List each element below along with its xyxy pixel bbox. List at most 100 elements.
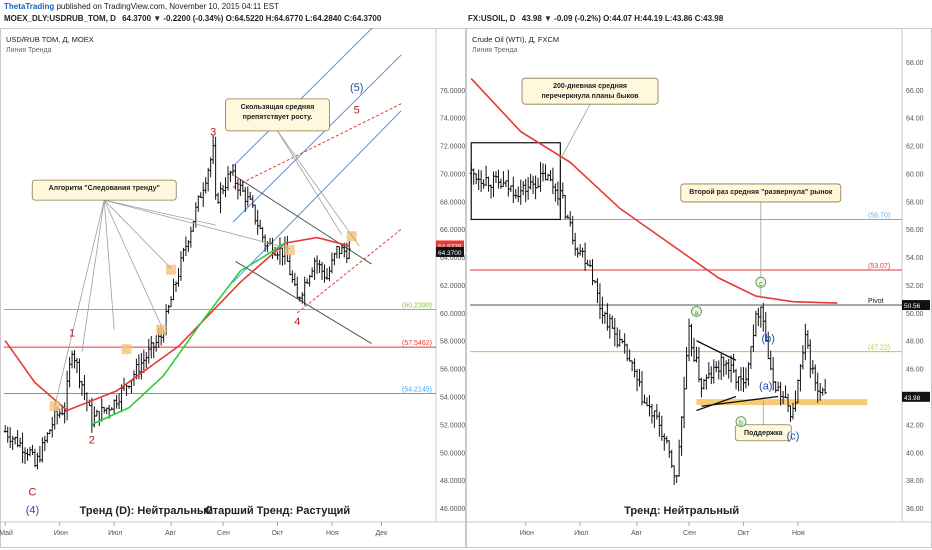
- wave-label: 3: [210, 127, 216, 139]
- y-tick-label: 52.00: [906, 283, 924, 290]
- x-tick-label: Дек: [375, 530, 388, 537]
- x-tick-label: Июн: [54, 530, 68, 537]
- price-tag-label: 43.98: [904, 395, 921, 402]
- callout-pointer: [103, 199, 162, 326]
- channel-line: [232, 103, 402, 188]
- chart-title: USD/RUB TOM, Д, MOEX: [6, 35, 94, 44]
- level-label: Pivot: [868, 298, 884, 305]
- signal-highlight: [121, 344, 132, 355]
- signal-highlight: [156, 324, 167, 335]
- x-tick-label: Ноя: [792, 530, 805, 537]
- level-label: (47.22): [868, 345, 890, 352]
- y-tick-label: 76.0000: [440, 88, 465, 95]
- y-tick-label: 74.0000: [440, 116, 465, 123]
- wave-label: 4: [294, 316, 300, 328]
- callout-pointer: [559, 103, 591, 160]
- usdrub-chart[interactable]: 46.0000 48.0000 50.0000 52.0000 54.0000 56.00…: [0, 28, 466, 548]
- chart-subtitle: Линия Тренда: [472, 47, 518, 54]
- x-tick-label: Окт: [737, 530, 750, 537]
- y-tick-label: 48.00: [906, 339, 924, 346]
- price-tag-label: 50.56: [904, 303, 921, 310]
- y-tick-label: 68.00: [906, 60, 924, 67]
- callout-text: Алгоритм "Следования тренду": [49, 185, 160, 192]
- level-label: (56.70): [868, 212, 890, 219]
- chart-frame: [466, 28, 932, 548]
- x-tick-label: Ноя: [326, 530, 339, 537]
- callout-box: [31, 179, 177, 201]
- y-tick-label: 58.0000: [440, 339, 465, 346]
- channel-line: [296, 228, 402, 314]
- level-label: (60.2390): [402, 303, 432, 310]
- wave-circle: [755, 276, 767, 288]
- y-tick-label: 58.00: [906, 199, 924, 206]
- triangle-line: [696, 395, 737, 412]
- callout-box: [521, 77, 659, 105]
- x-tick-label: Авг: [165, 530, 176, 537]
- wave-label: 1: [69, 327, 75, 339]
- callout-text: 200-дневная средняя: [553, 83, 627, 90]
- moving-average-short: [91, 242, 286, 426]
- wave-label: c: [759, 281, 763, 288]
- y-tick-label: 42.00: [906, 422, 924, 429]
- chart-subtitle: Линия Тренда: [6, 47, 52, 54]
- moving-average-200: [470, 78, 838, 304]
- callout-box: [734, 424, 792, 442]
- price-tag-label: 64.3700: [438, 250, 462, 257]
- left-symbol-line: MOEX_DLY:USDRUB_TOM, D 64.3700 ▼ -0.2200…: [4, 14, 381, 23]
- y-tick-label: 38.00: [906, 478, 924, 485]
- callout-pointer: [277, 130, 360, 247]
- callout-pointer: [103, 199, 172, 269]
- y-tick-label: 70.0000: [440, 171, 465, 178]
- x-tick-label: Сен: [683, 530, 696, 537]
- price-tag: [436, 246, 464, 257]
- y-tick-label: 54.00: [906, 255, 924, 262]
- signal-highlight: [284, 245, 295, 256]
- wave-label: b: [739, 421, 743, 428]
- x-tick-label: Авг: [631, 530, 642, 537]
- callout-pointer: [103, 200, 115, 330]
- price-tag: [902, 391, 930, 402]
- trend-note: Тренд: Нейтральный: [624, 505, 739, 517]
- y-tick-label: 56.0000: [440, 367, 465, 374]
- y-tick-label: 50.0000: [440, 450, 465, 457]
- y-tick-label: 52.0000: [440, 422, 465, 429]
- x-tick-label: Июн: [520, 530, 534, 537]
- right-quote: 43.98 ▼ -0.09 (-0.2%) O:44.07 H:44.19 L:…: [521, 14, 724, 23]
- right-symbol-line: FX:USOIL, D 43.98 ▼ -0.09 (-0.2%) O:44.0…: [468, 14, 723, 23]
- callout-box: [680, 183, 842, 203]
- wave-label: (a): [759, 380, 772, 392]
- author-link[interactable]: ThetaTrading: [4, 2, 55, 11]
- y-tick-label: 46.0000: [440, 506, 465, 513]
- y-tick-label: 62.00: [906, 144, 924, 151]
- signal-highlight: [166, 264, 177, 275]
- y-tick-label: 36.00: [906, 506, 924, 513]
- support-band: [696, 399, 868, 406]
- chart-header: ThetaTrading published on TradingView.co…: [0, 0, 932, 28]
- wave-label: 2: [89, 435, 95, 447]
- crude-oil-chart[interactable]: 36.0038.0040.0042.0044.0046.0048.0050.00…: [466, 28, 932, 548]
- left-quote: 64.3700 ▼ -0.2200 (-0.34%) O:64.5220 H:6…: [122, 14, 382, 23]
- y-tick-label: 50.00: [906, 311, 924, 318]
- publish-info: published on TradingView.com, November 1…: [56, 2, 279, 11]
- channel-line: [232, 110, 402, 283]
- y-tick-label: 66.0000: [440, 227, 465, 234]
- right-symbol[interactable]: FX:USOIL, D: [468, 14, 516, 23]
- wave-label: (5): [350, 82, 363, 94]
- y-tick-label: 72.0000: [440, 144, 465, 151]
- y-tick-label: 40.00: [906, 450, 924, 457]
- y-tick-label: 60.00: [906, 171, 924, 178]
- wave-label: (c): [787, 431, 800, 443]
- level-label: (53.07): [868, 263, 890, 270]
- x-tick-label: Окт: [271, 530, 284, 537]
- callout-pointer: [277, 130, 343, 235]
- wave-label: (4): [26, 504, 39, 516]
- wave-circle: [735, 416, 747, 428]
- left-symbol[interactable]: MOEX_DLY:USDRUB_TOM, D: [4, 14, 116, 23]
- publish-line: ThetaTrading published on TradingView.co…: [4, 2, 279, 11]
- price-bar: [823, 378, 827, 395]
- x-tick-label: Июл: [574, 530, 588, 537]
- callout-pointer: [81, 200, 105, 352]
- wave-circle: [691, 306, 702, 317]
- signal-highlight: [346, 231, 357, 242]
- callout-pointer: [104, 199, 290, 250]
